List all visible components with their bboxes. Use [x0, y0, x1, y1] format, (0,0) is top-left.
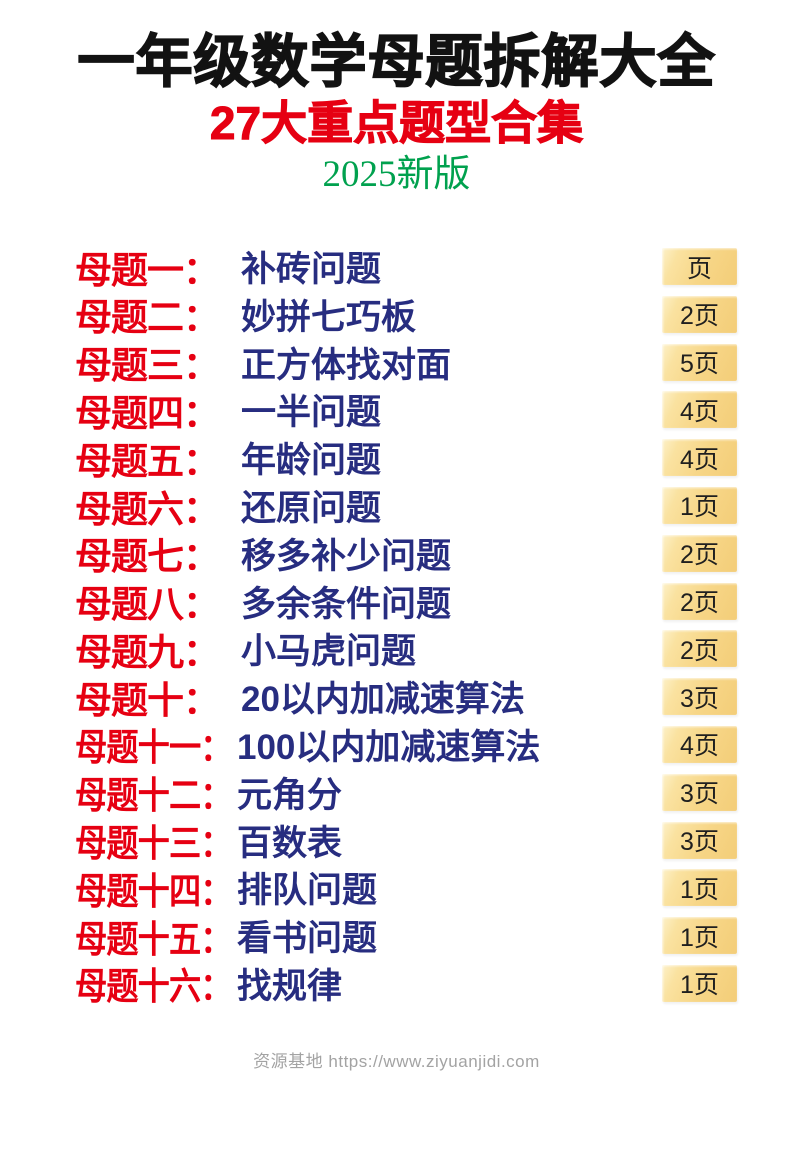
toc-row-number-text: 母题十： [75, 679, 220, 721]
page-count-badge: 2页 [662, 630, 737, 668]
toc-row-title: 移多补少问题 [241, 536, 452, 576]
page-count-badge: 1页 [662, 486, 737, 524]
page-title: 一年级数学母题拆解大全 [77, 29, 716, 94]
toc-row-title: 找规律 [237, 966, 343, 1006]
toc-row-number: 母题六： [75, 479, 235, 533]
toc-row: 母题六： 还原问题 1页 [75, 482, 737, 530]
footer-credit: 资源基地 https://www.ziyuanjidi.com [253, 1052, 540, 1072]
toc-row: 母题二： 妙拼七巧板 2页 [75, 290, 737, 338]
page-count-badge: 3页 [662, 678, 737, 716]
toc-row: 母题十六： 找规律 1页 [75, 960, 737, 1007]
toc-row-number: 母题八： [75, 574, 235, 628]
toc-row-title: 排队问题 [237, 871, 378, 911]
toc-row-number: 母题一： [75, 240, 235, 294]
toc-row-title: 妙拼七巧板 [241, 297, 417, 337]
toc-row-number-text: 母题九： [75, 631, 220, 673]
toc-row-number-text: 母题十六： [75, 966, 232, 1008]
page-count-badge: 1页 [662, 964, 737, 1002]
toc-row: 母题十二： 元角分 3页 [75, 768, 737, 816]
toc-row-number: 母题十五： [75, 909, 235, 963]
toc-row-number: 母题十六： [75, 956, 235, 1010]
page-count-badge: 3页 [662, 773, 737, 811]
toc-row-number-text: 母题四： [75, 392, 220, 434]
toc-row-title: 100以内加减速算法 [237, 727, 541, 767]
page-count-badge: 3页 [662, 821, 737, 859]
page-count-badge: 4页 [662, 391, 737, 429]
toc-row-title: 补砖问题 [241, 250, 382, 290]
toc-row-title: 正方体找对面 [241, 345, 452, 385]
toc-row: 母题十五： 看书问题 1页 [75, 912, 737, 960]
toc-row: 母题四： 一半问题 4页 [75, 386, 737, 434]
page-count-badge: 4页 [662, 439, 737, 477]
page-subtitle: 27大重点题型合集 [209, 96, 584, 149]
toc-row-number: 母题十二： [75, 765, 235, 819]
toc-row-number: 母题十四： [75, 861, 235, 915]
toc-row-number-text: 母题二： [75, 297, 220, 339]
toc-row-number: 母题十一： [75, 717, 235, 771]
page-count-badge: 2页 [662, 582, 737, 620]
page-count-badge: 1页 [662, 917, 737, 955]
toc-row-number-text: 母题三： [75, 345, 220, 387]
page-count-badge: 1页 [662, 869, 737, 907]
toc-row: 母题十： 20以内加减速算法 3页 [75, 673, 737, 721]
page-count-badge: 2页 [662, 295, 737, 333]
toc-row: 母题十四： 排队问题 1页 [75, 864, 737, 912]
edition-label: 2025新版 [322, 154, 471, 196]
toc-row-number: 母题九： [75, 622, 235, 676]
toc-row-number: 母题五： [75, 431, 235, 485]
toc-row-title: 20以内加减速算法 [241, 680, 525, 720]
toc-row-title: 多余条件问题 [241, 584, 452, 624]
toc-row: 母题八： 多余条件问题 2页 [75, 577, 737, 625]
toc-row-number: 母题十三： [75, 813, 235, 867]
toc-row: 母题三： 正方体找对面 5页 [75, 338, 737, 386]
page-count-badge: 5页 [662, 343, 737, 381]
toc-row-title: 一半问题 [241, 393, 382, 433]
toc-row: 母题五： 年龄问题 4页 [75, 434, 737, 482]
page-count-badge: 2页 [662, 534, 737, 572]
page-count-badge: 页 [662, 248, 737, 285]
toc-row-number-text: 母题十五： [75, 918, 232, 960]
toc-row-number-text: 母题五： [75, 440, 220, 482]
toc-row: 母题十三： 百数表 3页 [75, 816, 737, 864]
document-page: 一年级数学母题拆解大全 27大重点题型合集 2025新版 母题一： 补砖问题 页… [0, 29, 793, 1152]
toc-row-number: 母题四： [75, 383, 235, 437]
toc-row-title: 看书问题 [237, 919, 378, 959]
toc-row: 母题一： 补砖问题 页 [75, 243, 737, 291]
toc-row-title: 小马虎问题 [241, 632, 417, 672]
toc-row-number-text: 母题七： [75, 536, 220, 578]
toc-row: 母题十一： 100以内加减速算法 4页 [75, 721, 737, 768]
toc-row-title: 年龄问题 [241, 441, 382, 481]
toc-row-number-text: 母题十四： [75, 870, 232, 912]
toc-row-number-text: 母题十三： [75, 823, 232, 865]
toc-row-number-text: 母题十二： [75, 775, 232, 817]
toc-row-number: 母题二： [75, 287, 235, 341]
toc-row-number-text: 母题一： [75, 249, 220, 291]
toc-row-title: 元角分 [237, 775, 343, 815]
toc-row: 母题七： 移多补少问题 2页 [75, 529, 737, 577]
toc-row-number-text: 母题六： [75, 488, 220, 530]
toc-row-number-text: 母题十一： [75, 727, 232, 769]
toc-row-title: 还原问题 [241, 489, 382, 528]
toc-row-number: 母题十： [75, 670, 235, 724]
toc-row-number: 母题七： [75, 526, 235, 580]
toc-row-number: 母题三： [75, 335, 235, 389]
toc-row-number-text: 母题八： [75, 584, 220, 626]
page-count-badge: 4页 [662, 725, 737, 763]
toc-row: 母题九： 小马虎问题 2页 [75, 625, 737, 673]
toc-row-title: 百数表 [237, 823, 343, 863]
toc-list: 母题一： 补砖问题 页 母题二： 妙拼七巧板 2页 母题三： 正方体找对面 5页… [0, 243, 793, 1007]
